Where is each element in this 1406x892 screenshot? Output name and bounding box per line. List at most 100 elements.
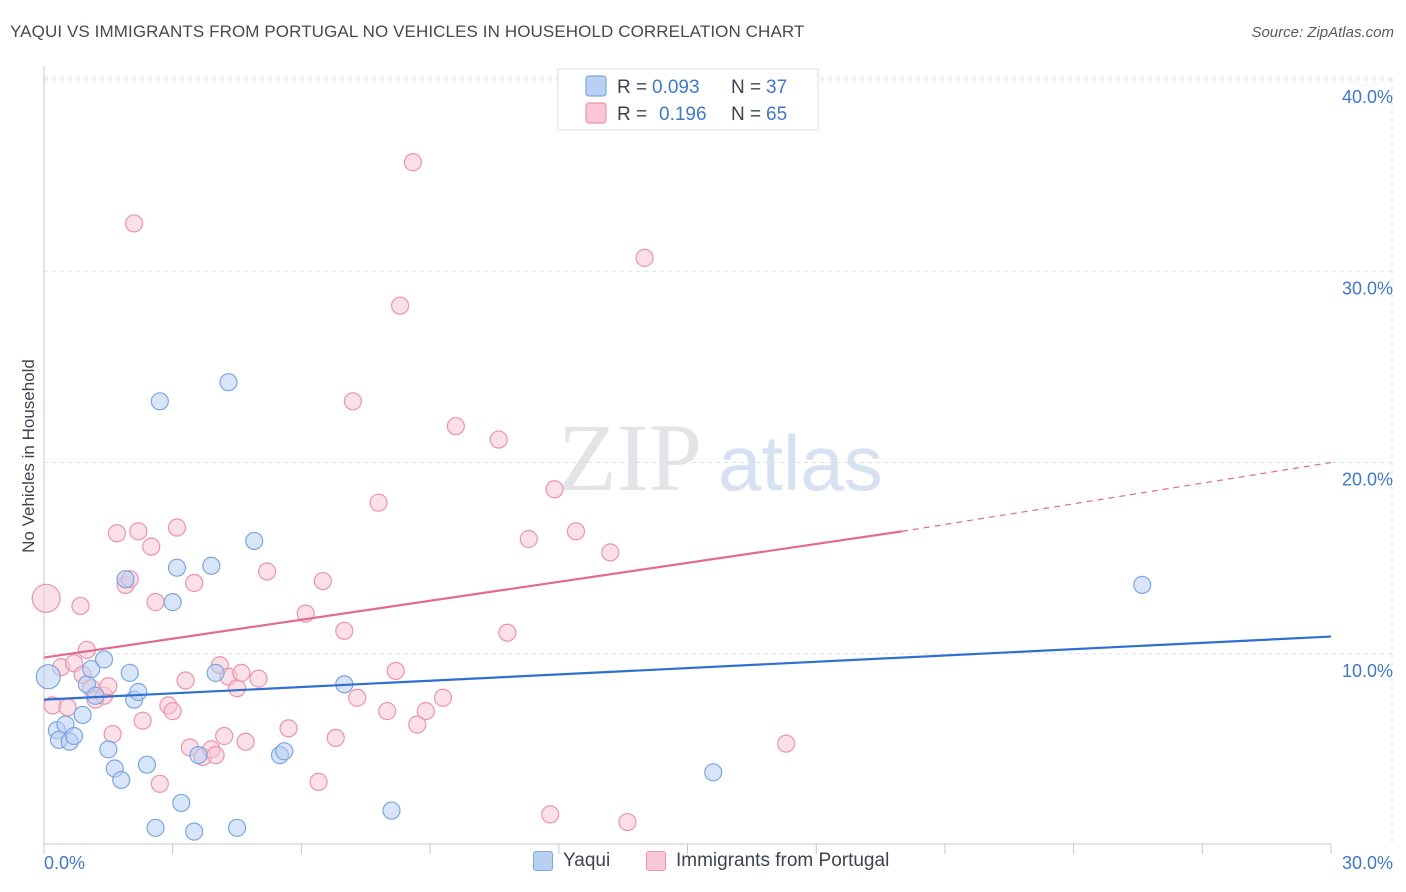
data-point-portugal bbox=[133, 711, 152, 730]
data-point-portugal bbox=[279, 719, 298, 738]
axes bbox=[43, 66, 1332, 854]
data-point-portugal bbox=[601, 543, 620, 562]
data-point-portugal bbox=[369, 493, 388, 512]
data-point-portugal bbox=[107, 524, 127, 543]
data-point-yaqui bbox=[73, 705, 92, 725]
data-point-yaqui bbox=[167, 558, 187, 577]
x-tick-label: 0.0% bbox=[44, 853, 85, 873]
legend-r-label: R = bbox=[617, 104, 647, 125]
data-point-yaqui bbox=[64, 726, 84, 746]
data-point-portugal bbox=[777, 734, 796, 753]
data-point-portugal bbox=[129, 522, 148, 541]
data-point-yaqui bbox=[120, 663, 139, 682]
data-point-portugal bbox=[124, 214, 144, 233]
data-point-yaqui bbox=[129, 682, 148, 702]
data-point-portugal bbox=[378, 702, 397, 721]
data-point-yaqui bbox=[99, 740, 118, 759]
x-tick-label: 30.0% bbox=[1342, 853, 1393, 873]
legend-r-value: 0.196 bbox=[659, 104, 707, 125]
data-point-portugal bbox=[635, 248, 654, 267]
data-point-portugal bbox=[498, 623, 517, 642]
legend-swatch-portugal bbox=[585, 102, 607, 124]
data-point-portugal bbox=[326, 728, 345, 748]
trend-lines bbox=[43, 461, 1332, 701]
trend-line-yaqui bbox=[43, 635, 1332, 701]
data-point-yaqui bbox=[275, 742, 294, 761]
data-point-portugal bbox=[566, 522, 586, 541]
data-point-portugal bbox=[541, 805, 560, 824]
data-point-yaqui bbox=[94, 650, 114, 669]
data-point-portugal bbox=[58, 698, 77, 717]
chart-title: YAQUI VS IMMIGRANTS FROM PORTUGAL NO VEH… bbox=[10, 22, 805, 41]
data-point-portugal bbox=[146, 593, 165, 612]
data-point-portugal bbox=[167, 518, 187, 537]
data-point-yaqui bbox=[150, 392, 169, 411]
data-point-portugal bbox=[236, 732, 255, 751]
legend-n-label: N = bbox=[731, 77, 761, 98]
data-point-portugal bbox=[103, 724, 122, 744]
legend-r-label: R = bbox=[617, 77, 647, 98]
data-point-portugal bbox=[176, 671, 195, 690]
data-point-portugal bbox=[215, 726, 234, 746]
data-point-yaqui bbox=[116, 570, 135, 589]
data-point-yaqui bbox=[112, 770, 131, 790]
data-point-portugal bbox=[313, 571, 332, 591]
data-point-portugal bbox=[232, 663, 251, 682]
data-point-portugal bbox=[348, 688, 367, 707]
data-point-portugal bbox=[309, 772, 328, 791]
data-point-yaqui bbox=[245, 531, 264, 551]
data-point-portugal bbox=[206, 746, 225, 765]
data-point-portugal bbox=[257, 562, 277, 581]
data-point-portugal bbox=[519, 529, 538, 549]
data-point-portugal bbox=[618, 812, 637, 832]
legend-item-yaqui: Yaqui bbox=[533, 850, 610, 872]
legend-swatch-yaqui bbox=[585, 75, 607, 97]
data-point-portugal bbox=[249, 669, 268, 688]
data-point-yaqui bbox=[172, 793, 191, 813]
data-point-yaqui bbox=[82, 659, 101, 679]
data-point-portugal bbox=[343, 392, 362, 411]
data-point-portugal bbox=[545, 480, 564, 499]
data-point-portugal bbox=[416, 702, 435, 721]
data-point-portugal bbox=[185, 573, 204, 593]
data-point-yaqui bbox=[704, 763, 723, 782]
data-point-portugal bbox=[489, 430, 508, 449]
data-point-yaqui bbox=[35, 664, 61, 690]
series-legend: Yaqui Immigrants from Portugal bbox=[0, 850, 1406, 878]
legend-swatch-portugal bbox=[646, 851, 666, 871]
legend-r-value: 0.093 bbox=[652, 77, 700, 98]
data-point-portugal bbox=[390, 296, 410, 315]
data-point-portugal bbox=[403, 153, 423, 172]
trend-line-portugal bbox=[43, 530, 903, 659]
data-point-yaqui bbox=[202, 556, 221, 575]
data-point-yaqui bbox=[382, 801, 401, 820]
y-tick-label: 10.0% bbox=[1342, 661, 1393, 681]
data-point-portugal bbox=[386, 661, 405, 681]
data-point-yaqui bbox=[146, 818, 165, 837]
correlation-legend: R = 0.093 N = 37 R = 0.196 N = 65 bbox=[557, 68, 819, 131]
y-axis-label: No Vehicles in Household bbox=[19, 359, 38, 553]
legend-n-value: 37 bbox=[766, 77, 787, 98]
legend-n-label: N = bbox=[731, 104, 761, 125]
y-tick-label: 30.0% bbox=[1342, 278, 1393, 298]
y-tick-label: 40.0% bbox=[1342, 87, 1393, 107]
data-point-portugal bbox=[99, 677, 118, 696]
data-point-portugal bbox=[227, 679, 247, 698]
watermark-zip: ZIP bbox=[558, 404, 702, 511]
legend-swatch-yaqui bbox=[533, 851, 553, 871]
data-point-portugal bbox=[433, 688, 453, 707]
data-point-portugal bbox=[335, 621, 354, 640]
trend-line-portugal-extension bbox=[901, 461, 1332, 532]
watermark: ZIP atlas bbox=[558, 404, 883, 511]
data-point-yaqui bbox=[219, 373, 238, 392]
legend-label-portugal: Immigrants from Portugal bbox=[676, 850, 890, 871]
legend-n-value: 65 bbox=[766, 104, 787, 125]
data-point-portugal bbox=[71, 596, 90, 616]
legend-item-portugal: Immigrants from Portugal bbox=[646, 850, 889, 872]
data-point-yaqui bbox=[185, 822, 204, 841]
data-point-yaqui bbox=[189, 746, 208, 765]
data-point-yaqui bbox=[137, 755, 157, 774]
data-point-yaqui bbox=[206, 663, 225, 682]
data-point-portugal bbox=[408, 715, 427, 734]
